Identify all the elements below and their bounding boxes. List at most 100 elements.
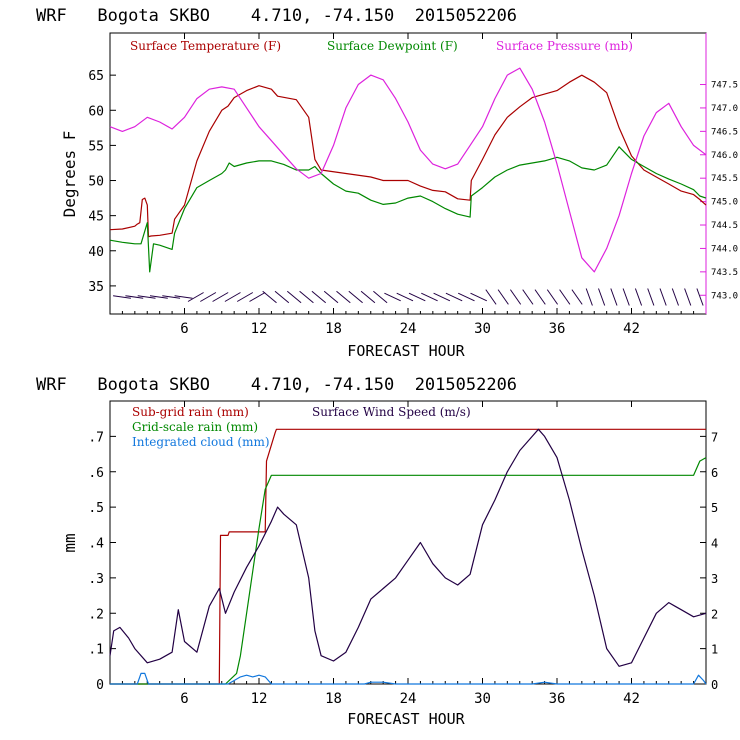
wind-barb xyxy=(610,288,618,306)
p1-y2tick-label: 747.5 xyxy=(711,81,738,91)
wind-barb xyxy=(622,288,630,306)
p2-ytick-label: .6 xyxy=(88,466,104,481)
wind-barb xyxy=(585,288,593,306)
surface-wind-speed-line xyxy=(109,428,707,667)
legend-integrated-cloud: Integrated cloud (mm) xyxy=(132,435,270,449)
wind-barb xyxy=(485,289,497,305)
p1-ytick-label: 45 xyxy=(88,210,104,225)
p1-y2tick-label: 745.5 xyxy=(711,174,738,184)
p1-y2tick-label: 744.0 xyxy=(711,244,738,254)
wind-barb xyxy=(559,289,571,305)
wind-barb xyxy=(634,288,643,306)
p1-y2tick-label: 745.0 xyxy=(711,198,738,208)
wind-barb xyxy=(113,295,131,299)
p2-xtick-label: 30 xyxy=(474,691,491,707)
wind-barb xyxy=(286,290,302,304)
p1-xtick-label: 36 xyxy=(549,321,566,337)
sub-grid-rain-line xyxy=(110,428,706,685)
rain-wind-panel: WRF Bogota SKBO 4.710, -74.150 201505220… xyxy=(36,375,718,728)
wind-barb xyxy=(373,290,388,304)
wind-barb xyxy=(224,292,241,302)
wind-barb xyxy=(311,290,327,304)
panel2-title: WRF Bogota SKBO 4.710, -74.150 201505220… xyxy=(36,375,517,395)
surface-temperature-line xyxy=(109,74,707,238)
p2-xtick-label: 12 xyxy=(251,691,268,707)
p1-y2tick-label: 744.5 xyxy=(711,221,738,231)
wind-barb xyxy=(396,292,414,302)
wind-barb xyxy=(262,290,277,304)
p1-xtick-label: 12 xyxy=(251,321,268,337)
p1-xtick-label: 6 xyxy=(180,321,188,337)
wind-barb xyxy=(659,288,667,306)
p1-y2tick-label: 747.0 xyxy=(711,104,738,114)
p2-xtick-label: 24 xyxy=(400,691,417,707)
legend-surface-temperature: Surface Temperature (F) xyxy=(130,39,281,53)
wind-barb xyxy=(249,292,266,302)
p2-y2tick-label: 7 xyxy=(711,430,718,444)
panel2-series xyxy=(109,428,707,685)
panel1-ylabel: Degrees F xyxy=(60,131,79,218)
wind-barb xyxy=(408,292,426,302)
p1-ytick-label: 65 xyxy=(88,69,104,84)
p2-y2tick-label: 5 xyxy=(711,501,718,515)
p1-y2tick-label: 743.0 xyxy=(711,291,738,301)
panel1-series xyxy=(109,67,707,273)
p2-xtick-label: 18 xyxy=(325,691,342,707)
p1-y2tick-label: 746.5 xyxy=(711,127,738,137)
p2-ytick-label: .7 xyxy=(88,430,104,445)
wind-barb xyxy=(457,292,475,302)
wind-barb xyxy=(162,295,181,299)
p1-xtick-label: 42 xyxy=(623,321,640,337)
p2-y2tick-label: 3 xyxy=(711,572,718,586)
p1-ytick-label: 35 xyxy=(88,280,104,295)
panel2-xlabel: FORECAST HOUR xyxy=(347,710,465,728)
wind-barb xyxy=(200,292,217,302)
p1-ytick-label: 60 xyxy=(88,104,104,119)
wind-barbs xyxy=(113,288,704,306)
temperature-panel: WRF Bogota SKBO 4.710, -74.150 201505220… xyxy=(36,6,738,360)
legend-gridscale-rain: Grid-scale rain (mm) xyxy=(132,420,258,434)
wind-barb xyxy=(348,290,363,304)
p2-y2tick-label: 2 xyxy=(711,607,718,621)
legend-surface-pressure: Surface Pressure (mb) xyxy=(496,39,633,53)
p2-ytick-label: .2 xyxy=(88,607,104,622)
wind-barb xyxy=(509,289,522,305)
p1-ytick-label: 40 xyxy=(88,245,104,260)
wind-barb xyxy=(671,288,679,306)
wind-barb xyxy=(571,289,583,305)
legend-subgrid-rain: Sub-grid rain (mm) xyxy=(132,405,249,419)
wind-barb xyxy=(299,290,314,304)
integrated-cloud-line xyxy=(110,672,707,685)
p2-xtick-label: 42 xyxy=(623,691,640,707)
wind-barb xyxy=(647,288,655,306)
legend-surface-dewpoint: Surface Dewpoint (F) xyxy=(327,39,458,53)
legend-surface-wind-speed: Surface Wind Speed (m/s) xyxy=(312,405,471,419)
panel2-ylabel: mm xyxy=(60,533,79,552)
wind-barb xyxy=(534,289,546,305)
p2-ytick-label: .5 xyxy=(88,501,104,516)
wind-barb xyxy=(360,290,376,304)
panel1-title: WRF Bogota SKBO 4.710, -74.150 201505220… xyxy=(36,6,517,26)
grid-scale-rain-line xyxy=(110,457,707,685)
p1-y2tick-label: 746.0 xyxy=(711,151,738,161)
wind-barb xyxy=(125,295,144,299)
wind-barb xyxy=(522,289,534,305)
p2-ytick-label: 0 xyxy=(96,678,104,693)
p2-ytick-label: .3 xyxy=(88,572,104,587)
surface-pressure-line xyxy=(109,67,707,273)
wind-barb xyxy=(546,289,559,305)
wind-barb xyxy=(336,290,351,304)
wind-barb xyxy=(187,292,204,302)
wind-barb xyxy=(137,295,156,299)
wind-barb xyxy=(212,292,229,302)
wind-barb xyxy=(274,290,290,304)
p1-ytick-label: 50 xyxy=(88,175,104,190)
p2-xtick-label: 6 xyxy=(180,691,188,707)
panel1-xlabel: FORECAST HOUR xyxy=(347,342,465,360)
wind-barb xyxy=(236,292,254,302)
surface-dewpoint-line xyxy=(109,146,707,273)
wind-barb xyxy=(445,292,463,302)
wind-barb xyxy=(174,295,193,299)
